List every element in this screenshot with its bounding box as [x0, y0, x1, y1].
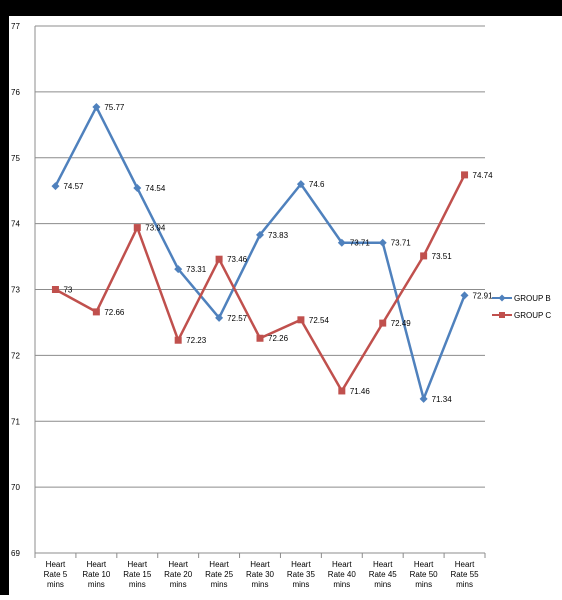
data-point-group-c: [338, 387, 346, 395]
data-label-group-c: 72.23: [186, 336, 207, 345]
y-tick-label: 75: [11, 154, 20, 163]
y-tick-label: 71: [11, 417, 20, 426]
line-chart: 69 70 71 72 73 74 75 76 77 Heart Rate 5 mins Heart Ra…: [11, 22, 551, 589]
data-label-group-b: 71.34: [432, 395, 453, 404]
data-point-group-c: [461, 171, 469, 179]
data-point-group-c: [51, 286, 59, 293]
data-point-group-c: [297, 316, 305, 324]
data-label-group-c: 73.51: [432, 252, 453, 261]
data-point-group-c: [420, 252, 428, 260]
x-tick-label: Heart Rate 15 mins: [123, 560, 152, 589]
x-tick-label: Heart Rate 10 mins: [82, 560, 111, 589]
data-label-group-b: 73.31: [186, 265, 207, 274]
data-label-group-b: 72.57: [227, 314, 248, 323]
x-tick-label: Heart Rate 35 mins: [287, 560, 316, 589]
data-point-group-b: [460, 291, 469, 300]
data-point-group-b: [92, 103, 101, 112]
data-point-group-c: [215, 255, 223, 263]
x-tick-label: Heart Rate 45 mins: [369, 560, 398, 589]
data-label-group-c: 73.94: [145, 224, 166, 233]
x-tick-label: Heart Rate 25 mins: [205, 560, 234, 589]
y-tick-label: 73: [11, 286, 20, 295]
data-label-group-b: 75.77: [104, 103, 125, 112]
data-point-group-c: [174, 336, 182, 344]
y-tick-label: 77: [11, 22, 20, 31]
x-tick-label: Heart Rate 30 mins: [246, 560, 275, 589]
data-label-group-b: 73.71: [350, 239, 371, 248]
data-point-group-c: [379, 319, 387, 327]
y-tick-label: 74: [11, 220, 20, 229]
data-label-group-b: 74.54: [145, 184, 166, 193]
x-tick-label: Heart Rate 20 mins: [164, 560, 193, 589]
data-label-group-c: 72.66: [104, 308, 125, 317]
data-label-group-c: 74.74: [473, 171, 494, 180]
data-label-group-b: 72.91: [473, 291, 494, 300]
data-label-group-b: 74.57: [63, 182, 84, 191]
y-tick-label: 72: [11, 351, 20, 360]
data-point-group-c: [133, 224, 141, 232]
y-tick-label: 69: [11, 549, 20, 558]
data-label-group-c: 73: [63, 286, 72, 295]
legend-label-group-b: GROUP B: [514, 294, 551, 303]
data-point-group-b: [256, 230, 264, 239]
data-point-group-b: [419, 394, 428, 403]
data-label-group-b: 74.6: [309, 180, 325, 189]
y-tick-label: 70: [11, 483, 20, 492]
data-point-group-b: [215, 313, 224, 322]
x-tick-label: Heart Rate 50 mins: [410, 560, 439, 589]
data-point-group-b: [133, 184, 142, 193]
data-point-group-c: [256, 334, 264, 342]
data-label-group-b: 73.71: [391, 239, 412, 248]
x-tick-label: Heart Rate 5 mins: [44, 560, 68, 589]
data-label-group-c: 73.46: [227, 255, 248, 264]
data-label-group-c: 72.54: [309, 316, 330, 325]
y-tick-label: 76: [11, 88, 20, 97]
chart-background: 69 70 71 72 73 74 75 76 77 Heart Rate 5 mins Heart Ra…: [9, 16, 562, 595]
data-label-group-b: 73.83: [268, 231, 289, 240]
data-point-group-b: [296, 180, 305, 189]
legend-marker-group-b: [498, 294, 506, 302]
data-point-group-b: [174, 265, 183, 274]
legend-marker-group-c: [499, 312, 505, 318]
x-tick-label: Heart Rate 55 mins: [451, 560, 480, 589]
data-point-group-c: [92, 308, 100, 316]
data-label-group-c: 71.46: [350, 387, 371, 396]
x-tick-label: Heart Rate 40 mins: [328, 560, 357, 589]
data-point-group-b: [51, 182, 60, 191]
data-point-group-b: [378, 238, 387, 247]
data-point-group-b: [337, 238, 346, 247]
legend-label-group-c: GROUP C: [514, 311, 551, 320]
series-line-group-c: [54, 174, 466, 393]
data-label-group-c: 72.26: [268, 334, 289, 343]
data-label-group-c: 72.49: [391, 319, 412, 328]
